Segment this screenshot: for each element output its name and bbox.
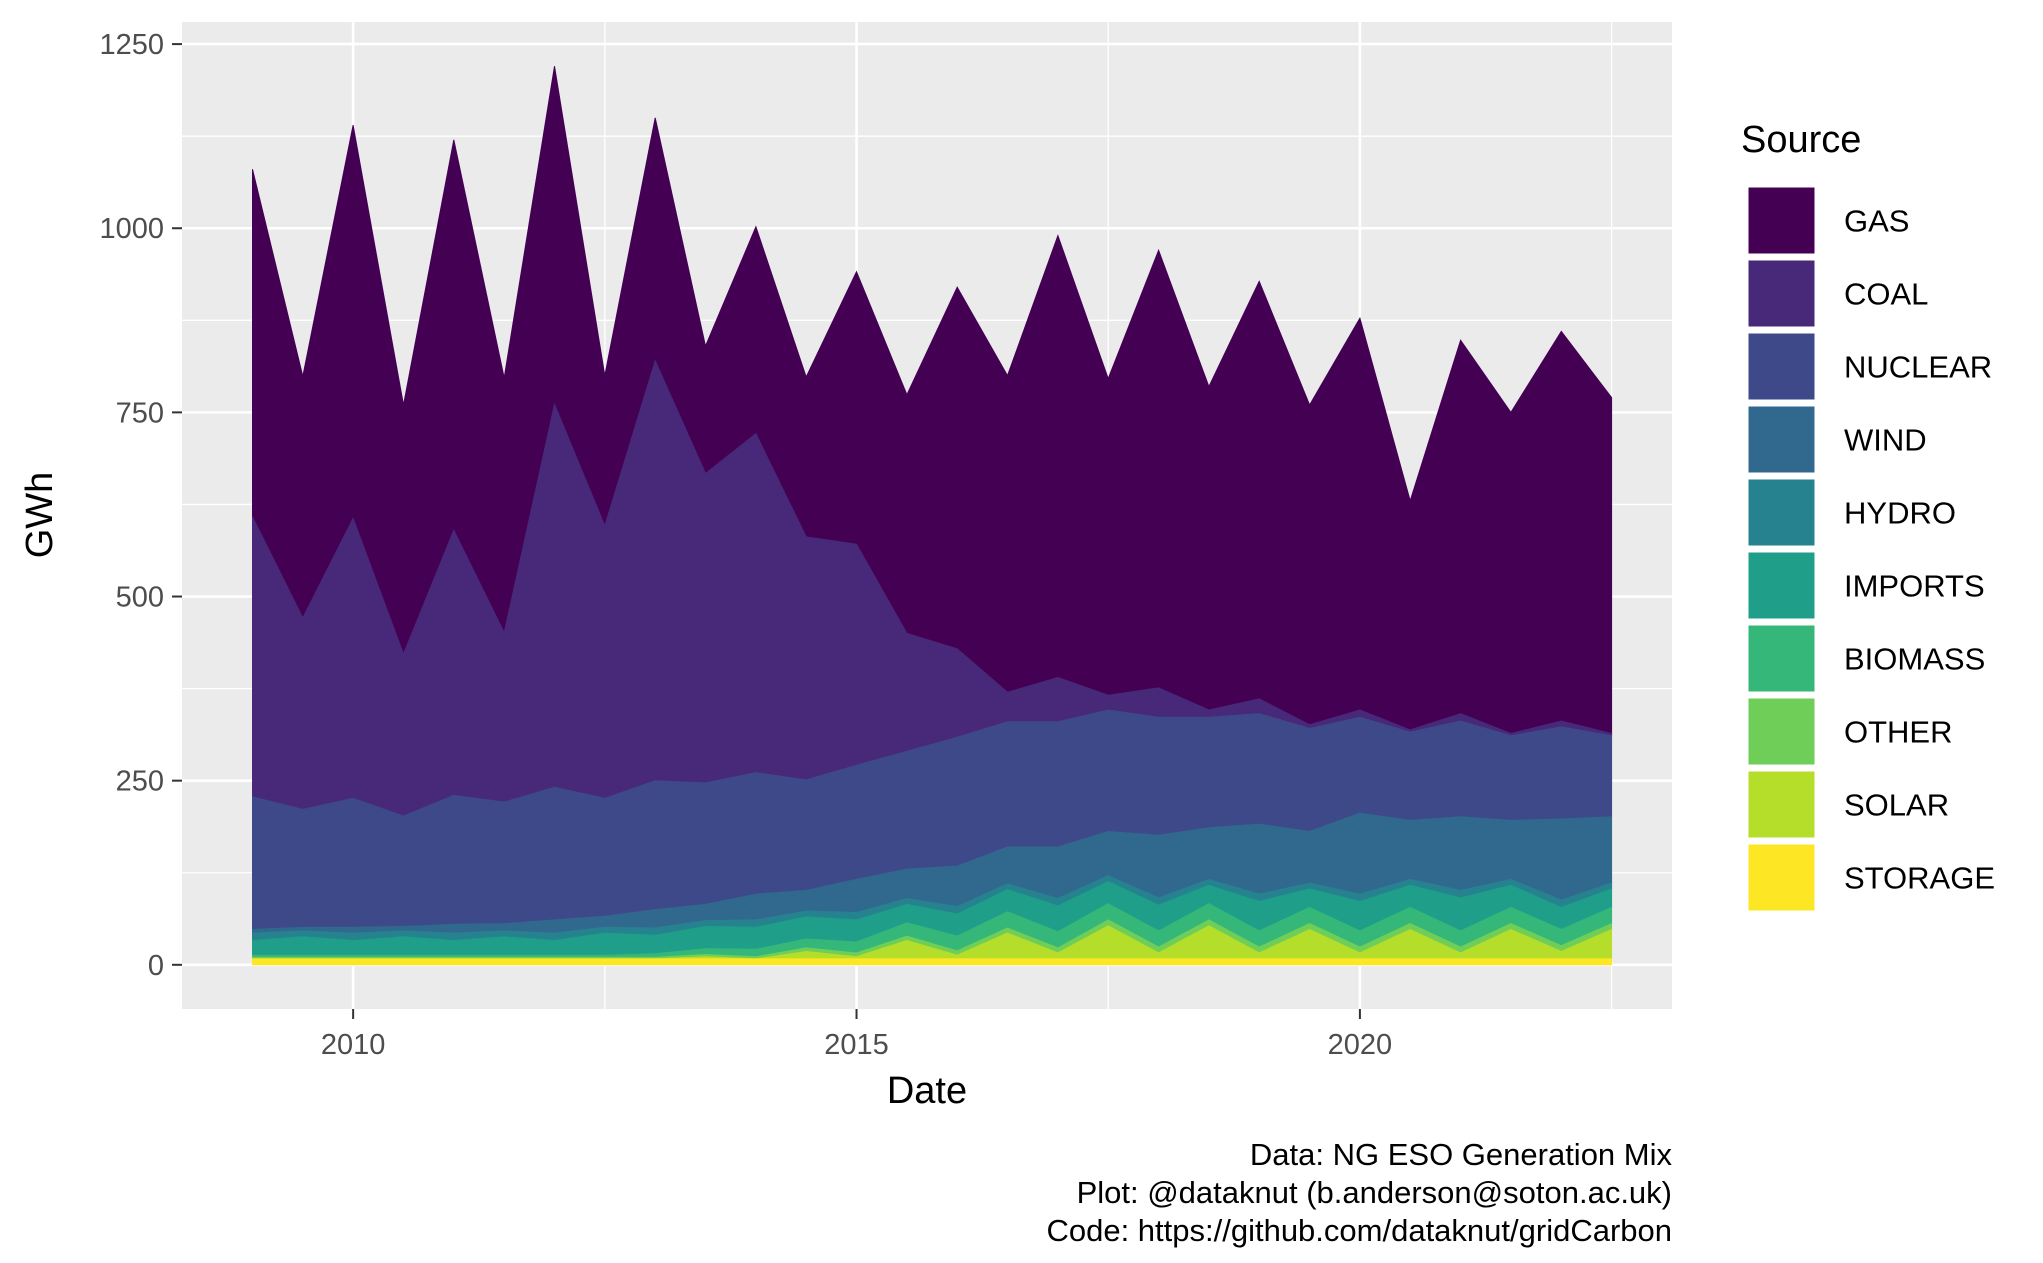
y-tick-label: 250 [116, 766, 164, 798]
caption-line-data: Data: NG ESO Generation Mix [1250, 1137, 1673, 1172]
legend-key-wind [1745, 403, 1818, 476]
area-storage [252, 958, 1613, 966]
x-tick-label: 2020 [1328, 1029, 1393, 1061]
legend: Source GAS COAL NUCLEAR WIND HYDRO IMPORTS BIO… [1741, 119, 1995, 914]
caption-line-code: Code: https://github.com/dataknut/gridCa… [1046, 1213, 1672, 1248]
axes: 0 250 500 750 1000 1250 2010 2015 2020 [99, 29, 1392, 1061]
x-tick-label: 2015 [824, 1029, 889, 1061]
x-axis-title: Date [887, 1070, 967, 1112]
legend-key-coal [1745, 257, 1818, 330]
legend-label-biomass: BIOMASS [1844, 642, 1985, 677]
legend-key-storage [1745, 841, 1818, 914]
y-tick-label: 750 [116, 397, 164, 429]
legend-key-nuclear [1745, 330, 1818, 403]
y-tick-label: 1000 [99, 213, 164, 245]
y-tick-label: 1250 [99, 29, 164, 61]
legend-label-coal: COAL [1844, 277, 1928, 312]
legend-label-gas: GAS [1844, 204, 1909, 239]
y-tick-label: 0 [148, 950, 164, 982]
legend-label-solar: SOLAR [1844, 788, 1949, 823]
legend-label-imports: IMPORTS [1844, 569, 1985, 604]
legend-key-hydro [1745, 476, 1818, 549]
x-tick-label: 2010 [321, 1029, 386, 1061]
legend-key-other [1745, 695, 1818, 768]
legend-label-wind: WIND [1844, 423, 1927, 458]
caption-line-plot: Plot: @dataknut (b.anderson@soton.ac.uk) [1077, 1175, 1672, 1210]
y-tick-label: 500 [116, 582, 164, 614]
legend-key-solar [1745, 768, 1818, 841]
legend-label-other: OTHER [1844, 715, 1953, 750]
legend-key-gas [1745, 184, 1818, 257]
legend-key-biomass [1745, 622, 1818, 695]
y-axis-title: GWh [19, 472, 61, 559]
legend-key-imports [1745, 549, 1818, 622]
legend-label-nuclear: NUCLEAR [1844, 350, 1992, 385]
legend-title: Source [1741, 119, 1861, 161]
series-areas [252, 66, 1613, 966]
legend-label-hydro: HYDRO [1844, 496, 1956, 531]
legend-label-storage: STORAGE [1844, 861, 1995, 896]
caption: Data: NG ESO Generation Mix Plot: @datak… [1046, 1137, 1672, 1248]
